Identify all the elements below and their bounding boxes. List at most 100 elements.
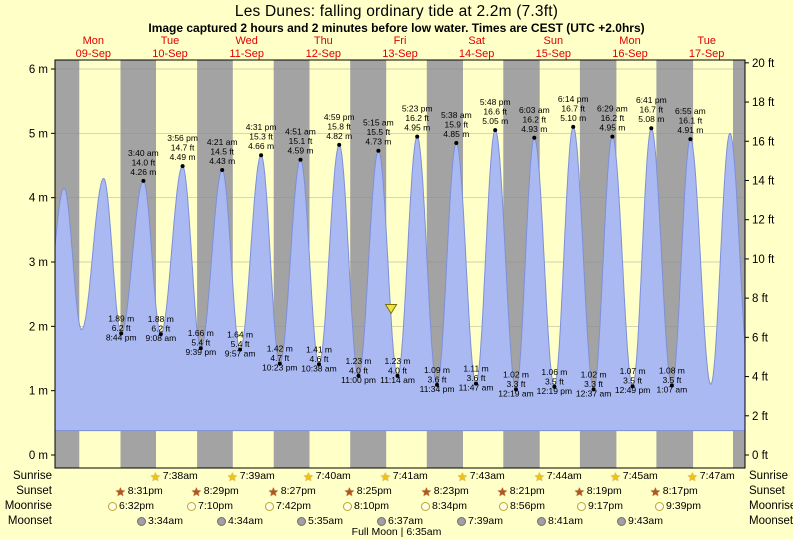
sunset-event: ★ 8:29pm bbox=[191, 485, 239, 498]
high-tide-annotation: 4:31 pm bbox=[246, 122, 277, 132]
extreme-dot bbox=[571, 124, 576, 129]
sunset-icon: ★ bbox=[650, 484, 661, 499]
y-axis-label-right: 20 ft bbox=[752, 58, 775, 70]
high-tide-annotation: 15.3 ft bbox=[249, 132, 273, 142]
moonrise-icon bbox=[577, 502, 586, 511]
y-axis-label-left: 2 m bbox=[29, 321, 48, 333]
moonrise-event: 7:10pm bbox=[187, 500, 233, 513]
extreme-dot bbox=[395, 373, 400, 378]
day-header-date: 15-Sep bbox=[536, 48, 571, 60]
low-tide-annotation: 8:44 pm bbox=[106, 332, 137, 342]
extreme-dot bbox=[356, 373, 361, 378]
low-tide-annotation: 12:19 am bbox=[498, 388, 533, 398]
y-axis-label-left: 6 m bbox=[29, 64, 48, 76]
extreme-dot bbox=[119, 331, 124, 336]
high-tide-annotation: 16.6 ft bbox=[483, 107, 507, 117]
low-tide-annotation: 3.5 ft bbox=[545, 376, 565, 386]
moonset-icon bbox=[617, 517, 626, 526]
extreme-dot bbox=[259, 153, 264, 158]
sunset-label-right: Sunset bbox=[749, 485, 785, 497]
moonrise-event: 9:39pm bbox=[655, 500, 701, 513]
extreme-dot bbox=[415, 134, 420, 139]
moonset-event: 6:37am bbox=[377, 515, 423, 528]
day-header-name: Thu bbox=[314, 35, 333, 47]
day-header-date: 10-Sep bbox=[152, 48, 187, 60]
low-tide-annotation: 1.08 m bbox=[659, 366, 685, 376]
moonset-event: 7:39am bbox=[457, 515, 503, 528]
y-axis-label-left: 0 m bbox=[29, 450, 48, 462]
high-tide-annotation: 16.1 ft bbox=[679, 116, 703, 126]
day-header-name: Tue bbox=[161, 35, 180, 47]
sunrise-label-right: Sunrise bbox=[749, 470, 788, 482]
y-axis-label-left: 3 m bbox=[29, 257, 48, 269]
day-header-date: 16-Sep bbox=[612, 48, 647, 60]
low-tide-annotation: 12:19 pm bbox=[537, 386, 572, 396]
high-tide-annotation: 4.95 m bbox=[599, 123, 625, 133]
high-tide-annotation: 5:15 am bbox=[363, 118, 394, 128]
moonrise-event: 8:34pm bbox=[421, 500, 467, 513]
moonrise-icon bbox=[187, 502, 196, 511]
high-tide-annotation: 5.10 m bbox=[560, 113, 586, 123]
high-tide-annotation: 5:23 pm bbox=[402, 104, 433, 114]
y-axis-label-right: 2 ft bbox=[752, 411, 769, 423]
sunrise-time: 7:40am bbox=[315, 470, 351, 482]
moonset-icon bbox=[457, 517, 466, 526]
full-moon-label: Full Moon | 6:35am bbox=[351, 526, 442, 538]
low-tide-annotation: 11:47 am bbox=[459, 383, 494, 393]
moonrise-label-right: Moonrise bbox=[749, 500, 793, 512]
sunset-time: 8:17pm bbox=[662, 485, 698, 497]
extreme-dot bbox=[337, 142, 342, 147]
low-tide-annotation: 1.07 m bbox=[620, 366, 646, 376]
sunset-icon: ★ bbox=[191, 484, 202, 499]
plot-border bbox=[54, 59, 746, 469]
low-tide-annotation: 1.23 m bbox=[385, 356, 411, 366]
extreme-dot bbox=[649, 126, 654, 131]
sunrise-event: ★ 7:41am bbox=[380, 470, 428, 483]
high-tide-annotation: 3:40 am bbox=[128, 148, 159, 158]
low-tide-annotation: 1.11 m bbox=[463, 364, 488, 374]
y-axis-label-right: 18 ft bbox=[752, 97, 775, 109]
extreme-dot bbox=[630, 384, 635, 389]
y-axis-label-right: 0 ft bbox=[752, 450, 769, 462]
extreme-dot bbox=[198, 346, 203, 351]
sunset-icon: ★ bbox=[421, 484, 432, 499]
sunrise-time: 7:41am bbox=[392, 470, 428, 482]
sunrise-time: 7:43am bbox=[469, 470, 505, 482]
extreme-dot bbox=[493, 128, 498, 133]
sunset-icon: ★ bbox=[574, 484, 585, 499]
high-tide-annotation: 4.59 m bbox=[288, 146, 314, 156]
sunrise-time: 7:39am bbox=[239, 470, 275, 482]
moonset-time: 3:34am bbox=[148, 515, 184, 527]
low-tide-annotation: 11:14 am bbox=[380, 375, 415, 385]
high-tide-annotation: 4.43 m bbox=[209, 156, 235, 166]
low-tide-annotation: 1.89 m bbox=[108, 313, 134, 323]
sunrise-event: ★ 7:44am bbox=[534, 470, 582, 483]
sunset-time: 8:27pm bbox=[280, 485, 316, 497]
low-tide-annotation: 1.66 m bbox=[188, 328, 214, 338]
high-tide-annotation: 16.2 ft bbox=[405, 113, 429, 123]
sunset-event: ★ 8:21pm bbox=[497, 485, 545, 498]
high-tide-annotation: 4.85 m bbox=[443, 129, 469, 139]
page-title: Les Dunes: falling ordinary tide at 2.2m… bbox=[234, 3, 559, 20]
tide-curve bbox=[54, 126, 746, 432]
extreme-dot bbox=[317, 362, 321, 367]
low-tide-annotation: 3.5 ft bbox=[623, 376, 643, 386]
sunset-time: 8:19pm bbox=[586, 485, 622, 497]
low-tide-annotation: 3.6 ft bbox=[467, 373, 487, 383]
low-tide-annotation: 9:08 am bbox=[145, 333, 176, 343]
sunset-time: 8:31pm bbox=[127, 485, 163, 497]
low-tide-annotation: 5.4 ft bbox=[191, 338, 211, 348]
extreme-dot bbox=[220, 168, 225, 172]
sunrise-event: ★ 7:45am bbox=[610, 470, 658, 483]
extreme-dot bbox=[552, 384, 557, 389]
low-tide-annotation: 10:38 am bbox=[301, 363, 336, 373]
day-header-name: Fri bbox=[394, 35, 407, 47]
sunrise-event: ★ 7:39am bbox=[227, 470, 275, 483]
low-tide-annotation: 4.0 ft bbox=[388, 365, 408, 375]
low-tide-annotation: 1:07 am bbox=[657, 385, 688, 395]
y-axis-label-right: 12 ft bbox=[752, 215, 775, 227]
moonrise-time: 7:10pm bbox=[198, 500, 234, 512]
high-tide-annotation: 6:29 am bbox=[597, 104, 628, 114]
